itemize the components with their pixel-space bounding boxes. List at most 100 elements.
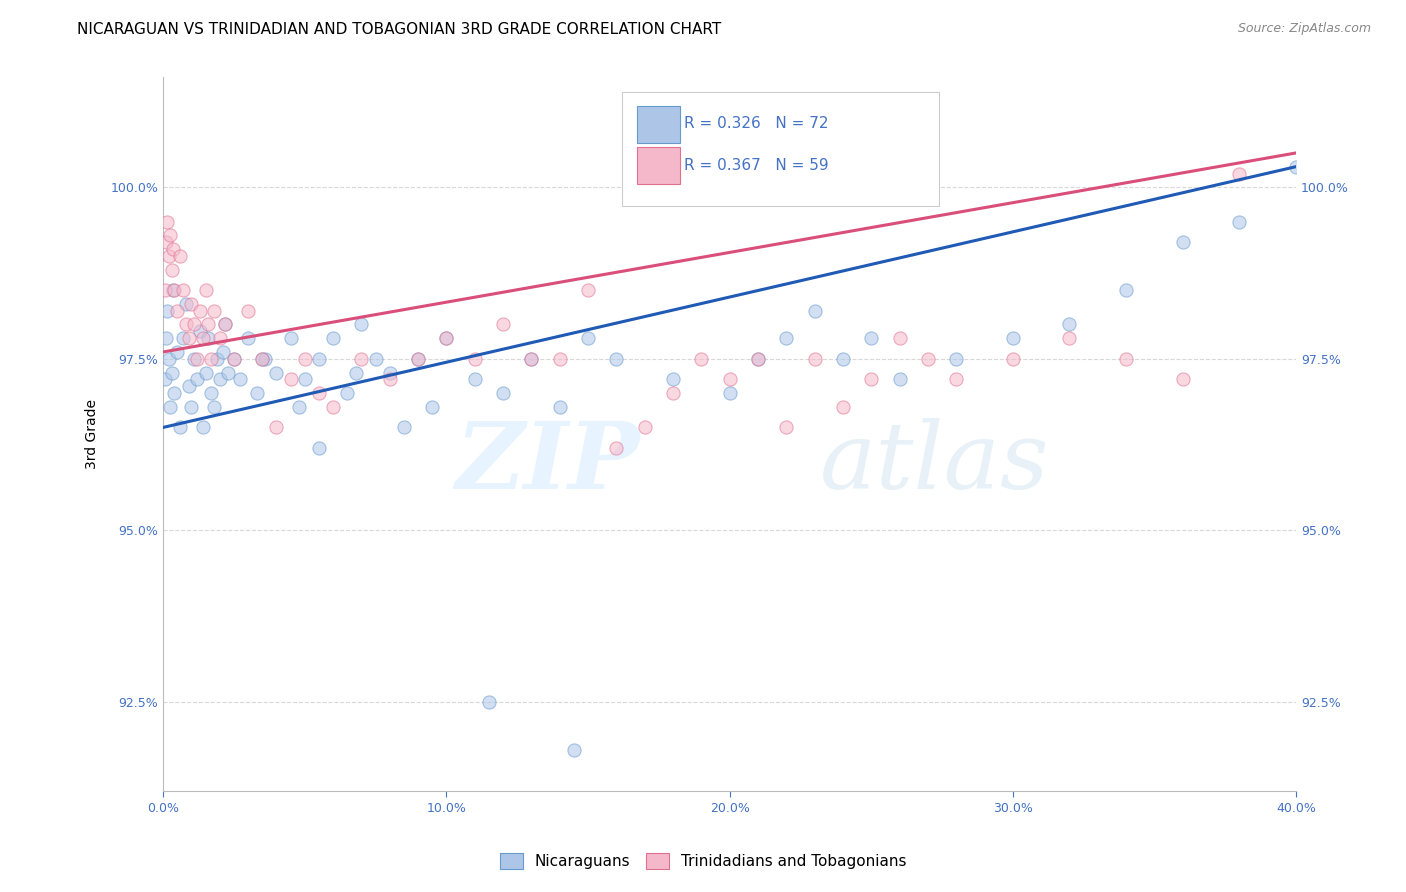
Point (211, 345, 233, 359)
Point (492, 318, 515, 332)
Point (166, 303, 188, 318)
Point (280, 331, 302, 345)
Point (308, 441, 330, 455)
Point (1059, 318, 1081, 332)
Point (222, 351, 245, 366)
FancyBboxPatch shape (637, 106, 679, 143)
Text: atlas: atlas (820, 417, 1050, 508)
Point (294, 351, 316, 366)
Point (1229, 167, 1251, 181)
Point (690, 351, 713, 366)
Point (1229, 214, 1251, 228)
Point (183, 318, 205, 332)
Point (945, 351, 967, 366)
Point (576, 283, 599, 297)
Point (406, 351, 429, 366)
Point (889, 372, 911, 386)
Point (548, 400, 571, 414)
Point (153, 283, 176, 297)
Point (155, 235, 177, 249)
Point (350, 318, 373, 332)
Point (576, 331, 599, 345)
Point (177, 379, 200, 393)
Point (860, 331, 883, 345)
Point (548, 351, 571, 366)
Point (236, 331, 259, 345)
Point (562, 743, 585, 757)
Point (1001, 331, 1024, 345)
Point (180, 297, 202, 311)
Point (217, 366, 239, 380)
Point (1115, 283, 1137, 297)
Point (478, 695, 501, 709)
Point (832, 351, 855, 366)
Point (157, 249, 180, 263)
Point (392, 420, 415, 434)
Point (434, 331, 457, 345)
Point (1171, 372, 1194, 386)
Point (166, 345, 188, 359)
Point (188, 324, 211, 338)
Text: Source: ZipAtlas.com: Source: ZipAtlas.com (1237, 22, 1371, 36)
Point (194, 366, 217, 380)
FancyBboxPatch shape (637, 147, 679, 185)
Point (172, 331, 194, 345)
Point (177, 331, 200, 345)
Point (718, 386, 741, 401)
Point (917, 351, 939, 366)
Point (718, 372, 741, 386)
Point (252, 351, 274, 366)
Point (188, 303, 211, 318)
Point (747, 351, 769, 366)
Point (186, 372, 208, 386)
Text: NICARAGUAN VS TRINIDADIAN AND TOBAGONIAN 3RD GRADE CORRELATION CHART: NICARAGUAN VS TRINIDADIAN AND TOBAGONIAN… (77, 22, 721, 37)
Point (605, 351, 627, 366)
Point (288, 400, 311, 414)
Point (162, 242, 184, 256)
Point (336, 386, 359, 401)
Point (1059, 331, 1081, 345)
Point (294, 372, 316, 386)
Point (172, 283, 194, 297)
Point (183, 351, 205, 366)
Point (205, 351, 228, 366)
Point (775, 331, 797, 345)
Point (174, 297, 197, 311)
Point (803, 303, 825, 318)
Point (156, 214, 179, 228)
Point (186, 351, 208, 366)
Point (434, 331, 457, 345)
Point (200, 351, 222, 366)
Point (160, 262, 183, 277)
Point (803, 351, 825, 366)
Point (208, 331, 231, 345)
Point (322, 400, 344, 414)
Point (378, 366, 401, 380)
Point (832, 400, 855, 414)
Point (163, 386, 186, 401)
Point (160, 366, 183, 380)
Point (266, 366, 288, 380)
Text: R = 0.326   N = 72: R = 0.326 N = 72 (685, 116, 828, 130)
Point (633, 420, 655, 434)
Point (406, 351, 429, 366)
Point (156, 303, 179, 318)
Text: ZIP: ZIP (454, 417, 638, 508)
Point (228, 372, 250, 386)
Point (153, 372, 176, 386)
Point (266, 420, 288, 434)
Point (308, 386, 330, 401)
Y-axis label: 3rd Grade: 3rd Grade (86, 400, 100, 469)
Point (378, 372, 401, 386)
Point (520, 351, 543, 366)
Point (860, 372, 883, 386)
FancyBboxPatch shape (621, 92, 939, 206)
Point (420, 400, 443, 414)
Point (492, 386, 515, 401)
Point (889, 331, 911, 345)
Point (344, 366, 367, 380)
Point (169, 249, 191, 263)
Point (280, 372, 302, 386)
Point (662, 372, 685, 386)
Point (1001, 351, 1024, 366)
